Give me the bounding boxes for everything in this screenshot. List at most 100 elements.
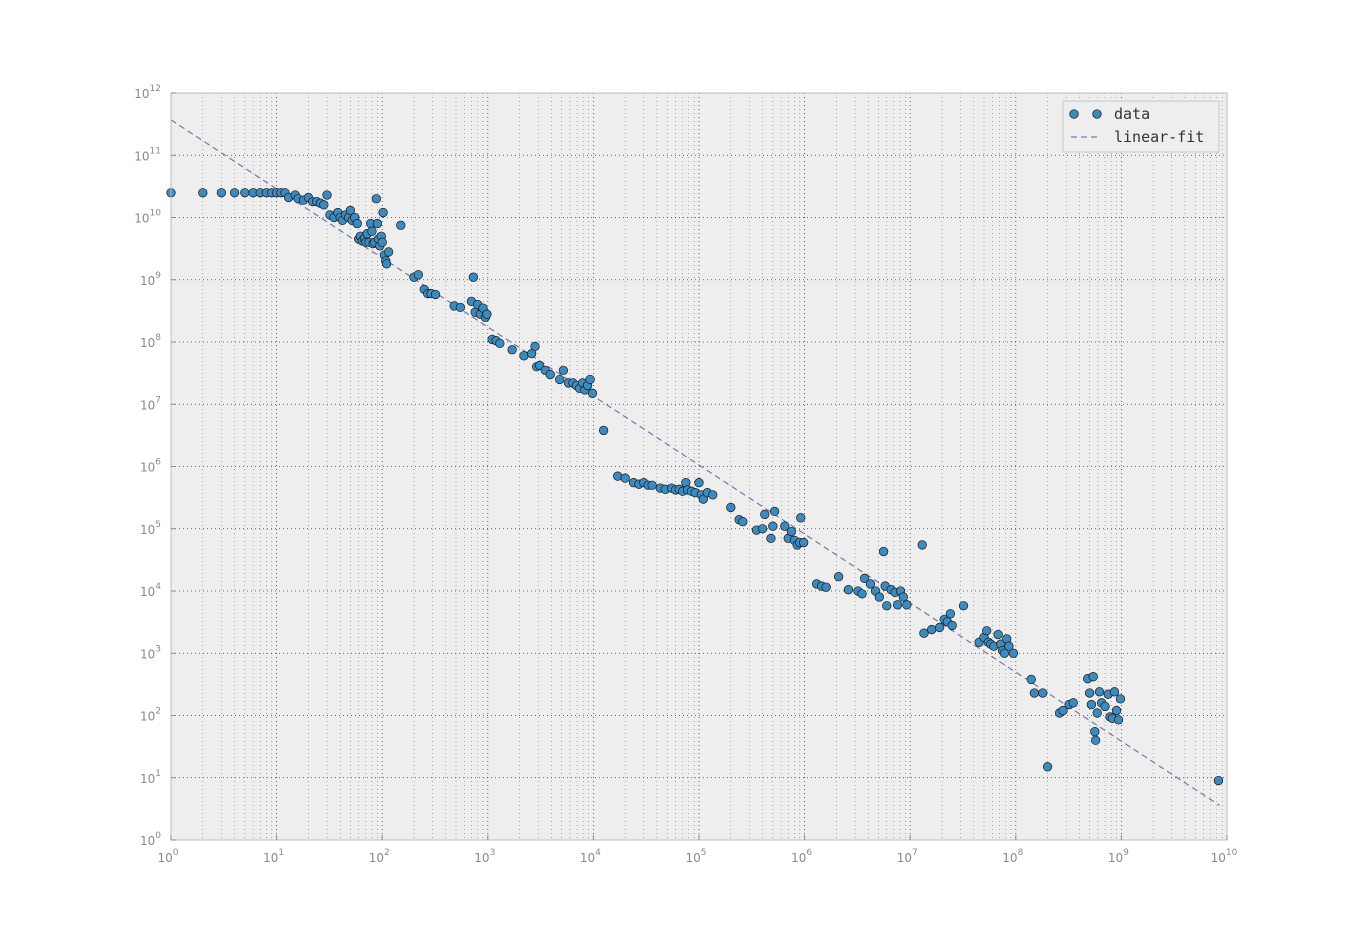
- data-point: [1084, 688, 1095, 698]
- data-point: [345, 205, 356, 216]
- data-point: [371, 194, 381, 204]
- data-point: [383, 247, 394, 257]
- data-point: [859, 573, 870, 583]
- x-tick-label: 104: [580, 848, 601, 865]
- data-point: [620, 473, 630, 483]
- data-point: [1029, 688, 1040, 698]
- data-point: [1004, 641, 1014, 651]
- data-point: [769, 506, 780, 517]
- data-point: [1094, 687, 1105, 697]
- data-point: [1213, 775, 1224, 786]
- data-point: [352, 218, 362, 229]
- x-tick-label: 101: [263, 848, 284, 865]
- data-point: [1092, 708, 1102, 718]
- data-point: [821, 582, 831, 592]
- x-tick-label: 107: [897, 848, 918, 865]
- data-point: [468, 272, 479, 282]
- data-point: [757, 524, 768, 534]
- data-point: [760, 509, 770, 520]
- y-tick-label: 105: [140, 520, 161, 537]
- x-tick-label: 108: [1002, 848, 1023, 865]
- x-tick-label: 109: [1108, 848, 1129, 865]
- data-point: [319, 200, 329, 210]
- data-point: [396, 220, 406, 230]
- data-point: [598, 425, 609, 436]
- data-point: [1100, 701, 1110, 712]
- data-point: [1088, 672, 1098, 682]
- data-point: [372, 218, 383, 229]
- data-point: [786, 526, 797, 537]
- y-tick-label: 103: [140, 644, 161, 661]
- data-point: [587, 388, 598, 398]
- legend-label-linear-fit: linear-fit: [1114, 128, 1204, 146]
- data-point: [898, 592, 908, 602]
- data-point: [229, 188, 240, 198]
- x-tick-label: 102: [369, 848, 390, 865]
- data-point: [982, 626, 992, 636]
- data-point: [585, 374, 595, 385]
- y-tick-label: 109: [140, 271, 161, 288]
- data-point: [1113, 715, 1124, 725]
- data-point: [1058, 705, 1068, 716]
- data-point: [378, 207, 388, 218]
- x-tick-label: 100: [157, 848, 178, 865]
- data-point: [843, 585, 854, 595]
- data-point: [882, 601, 892, 611]
- data-point: [530, 341, 540, 352]
- data-point: [1090, 727, 1100, 737]
- legend: data linear-fit: [1062, 100, 1220, 153]
- data-point: [902, 600, 912, 610]
- data-point: [766, 533, 776, 544]
- y-tick-label: 1012: [134, 84, 161, 101]
- data-point: [878, 546, 889, 557]
- data-point: [381, 259, 392, 269]
- data-point: [519, 351, 529, 361]
- data-point: [1090, 735, 1101, 745]
- y-tick-label: 104: [140, 582, 161, 599]
- y-tick-label: 102: [140, 707, 161, 724]
- data-point: [865, 579, 876, 589]
- data-point: [507, 345, 517, 355]
- data-point: [367, 226, 377, 236]
- data-point: [240, 188, 250, 198]
- data-point: [495, 338, 505, 349]
- data-point: [726, 502, 736, 513]
- y-tick-label: 106: [140, 458, 161, 475]
- y-tick-label: 108: [140, 333, 161, 350]
- legend-marker-data: [1069, 109, 1079, 119]
- data-point: [377, 237, 387, 247]
- y-tick-label: 100: [140, 831, 161, 848]
- data-point: [892, 600, 903, 610]
- data-point: [1008, 648, 1019, 658]
- data-point: [947, 620, 957, 631]
- y-tick-label: 1010: [134, 209, 161, 226]
- data-point: [799, 537, 809, 548]
- legend-label-data: data: [1114, 105, 1150, 123]
- grid-lines: [170, 92, 1228, 841]
- data-point: [993, 629, 1003, 640]
- y-tick-label: 101: [140, 769, 161, 786]
- axis-layer: 100 101 102 103 104 105 106 107 108 109 1010 100 101…: [134, 84, 1237, 865]
- data-point: [796, 513, 806, 523]
- data-point: [708, 490, 718, 500]
- data-point: [558, 365, 569, 376]
- data-point: [198, 188, 208, 198]
- data-point: [322, 190, 332, 200]
- data-point: [413, 270, 424, 280]
- data-point: [216, 188, 227, 198]
- data-point: [780, 521, 790, 531]
- data-point: [768, 521, 778, 531]
- data-point: [958, 601, 969, 611]
- data-point: [917, 540, 927, 550]
- data-point: [833, 572, 844, 582]
- data-point: [1109, 687, 1120, 697]
- data-point: [430, 289, 441, 300]
- data-point: [1115, 694, 1126, 704]
- data-point: [1111, 705, 1122, 716]
- legend-box: [1062, 100, 1220, 153]
- data-point: [738, 517, 748, 527]
- data-point: [945, 609, 956, 619]
- data-point: [874, 592, 884, 602]
- data-point: [1026, 674, 1036, 685]
- data-point: [555, 374, 565, 385]
